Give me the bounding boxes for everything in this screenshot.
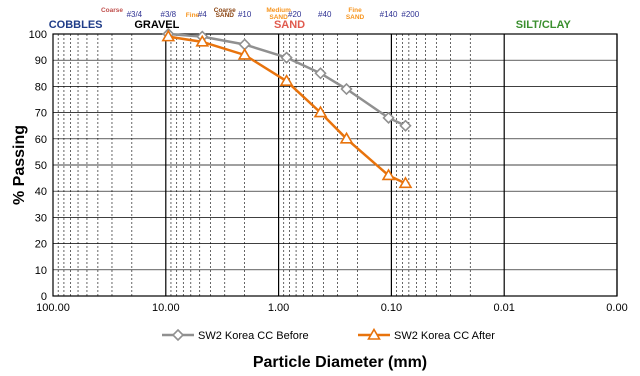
header-annotation: #40 (318, 10, 332, 19)
triangle-marker (195, 34, 210, 47)
header-annotation: SAND (216, 12, 235, 19)
header-annotation: #3/8 (161, 10, 177, 19)
y-tick-label: 10 (35, 265, 47, 277)
triangle-marker (313, 105, 328, 118)
y-axis-title: % Passing (11, 125, 28, 205)
y-tick-label: 90 (35, 55, 47, 67)
legend: SW2 Korea CC Before SW2 Korea CC After (162, 327, 495, 342)
x-tick-label: 10.00 (152, 302, 180, 314)
diamond-marker (314, 67, 327, 80)
x-tick-label: 1.00 (268, 302, 289, 314)
header-annotation: Medium (266, 7, 291, 14)
header-annotation: #4 (198, 10, 207, 19)
diamond-marker (340, 82, 353, 96)
series-line (168, 32, 407, 127)
y-tick-label: 40 (35, 186, 47, 198)
grid (52, 33, 618, 297)
triangle-marker (381, 168, 396, 181)
triangle-marker (279, 74, 294, 86)
x-tick-label: 100.00 (36, 302, 70, 314)
header-label: SILT/CLAY (516, 19, 572, 31)
diamond-marker (171, 328, 185, 342)
y-tick-label: 70 (35, 108, 47, 120)
triangle-marker (398, 176, 413, 189)
x-tick-label: 0.01 (493, 302, 514, 314)
header-annotation: Coarse (214, 7, 236, 14)
legend-label: SW2 Korea CC After (394, 330, 495, 342)
triangle-marker (161, 29, 176, 42)
x-axis-title: Particle Diameter (mm) (253, 354, 427, 371)
header-label: SAND (274, 19, 305, 31)
plot-frame (52, 33, 618, 297)
header-annotation: #20 (288, 10, 302, 19)
y-tick-label: 0 (41, 291, 47, 303)
y-tick-label: 60 (35, 134, 47, 146)
y-tick-label: 100 (29, 29, 47, 41)
tick-labels: 0 10 20 30 40 50 60 70 80 90 100 100.00 10.00 1.00 0.1… (29, 29, 628, 314)
series-layer (161, 27, 413, 189)
header-annotation: Fine (348, 7, 362, 14)
legend-label: SW2 Korea CC Before (198, 330, 309, 342)
diamond-marker (382, 111, 395, 124)
triangle-marker (339, 131, 354, 144)
header-annotation: #200 (401, 10, 419, 19)
header-annotation: Fine (186, 12, 200, 19)
header-annotation: #140 (380, 10, 398, 19)
y-tick-label: 50 (35, 160, 47, 172)
diamond-marker (280, 51, 293, 64)
header-annotation: #3/4 (127, 10, 143, 19)
header-annotation: SAND (346, 14, 365, 21)
soil-class-header: COBBLES GRAVEL SAND SILT/CLAY Coarse #3/4 #3/8… (49, 7, 572, 31)
y-tick-label: 30 (35, 212, 47, 224)
header-annotation: #10 (238, 10, 252, 19)
header-annotation: Coarse (101, 7, 123, 14)
series-line (168, 35, 407, 185)
y-tick-label: 20 (35, 239, 47, 251)
header-label: GRAVEL (134, 19, 179, 31)
triangle-marker (367, 327, 381, 340)
header-annotation: SAND (269, 14, 288, 21)
triangle-marker (237, 47, 252, 60)
x-tick-label: 0.10 (381, 302, 402, 314)
y-tick-label: 80 (35, 81, 47, 93)
header-label: COBBLES (49, 19, 103, 31)
x-tick-label: 0.00 (606, 302, 627, 314)
diamond-marker (399, 119, 412, 132)
